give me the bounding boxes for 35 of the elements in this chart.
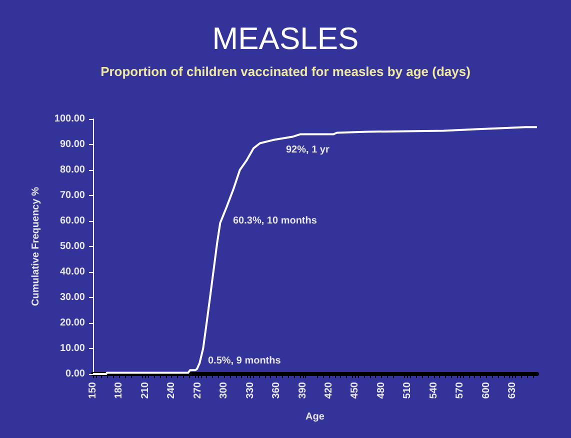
- x-tick-label: 510: [402, 382, 414, 399]
- x-tick-label: 630: [507, 382, 518, 399]
- x-tick-label: 210: [140, 382, 151, 399]
- y-tick-label: 100.00: [54, 114, 86, 124]
- y-tick-label: 20.00: [60, 318, 86, 328]
- y-tick-label: 0.00: [66, 368, 86, 380]
- annotation: 60.3%, 10 months: [233, 216, 318, 226]
- annotation: 92%, 1 yr: [286, 144, 330, 156]
- x-tick-label: 180: [114, 382, 125, 399]
- annotation: 0.5%, 9 months: [208, 356, 282, 366]
- x-tick-label: 480: [376, 382, 387, 399]
- y-tick-label: 60.00: [60, 216, 86, 226]
- y-tick-label: 70.00: [60, 190, 86, 201]
- y-tick-label: 10.00: [60, 343, 86, 354]
- x-tick-label: 330: [244, 382, 256, 399]
- x-tick-label: 390: [297, 382, 308, 399]
- x-axis-title: Age: [306, 412, 325, 422]
- x-tick-label: 240: [166, 382, 178, 399]
- x-tick-label: 570: [454, 382, 466, 399]
- x-tick-label: 420: [323, 382, 334, 399]
- y-tick-label: 80.00: [60, 164, 86, 176]
- y-tick-label: 30.00: [60, 292, 86, 303]
- y-tick-label: 40.00: [60, 266, 86, 278]
- x-tick-label: 300: [218, 382, 230, 399]
- x-tick-label: 450: [350, 382, 361, 399]
- y-axis-title: Cumulative Frequency %: [30, 186, 42, 306]
- x-tick-label: 540: [428, 382, 440, 399]
- x-tick-label: 270: [192, 382, 204, 399]
- x-tick-label: 150: [88, 382, 98, 399]
- chart-title: MEASLES: [212, 21, 359, 56]
- x-tick-label: 600: [480, 382, 492, 399]
- y-tick-label: 90.00: [60, 139, 86, 150]
- x-tick-label: 360: [271, 382, 282, 399]
- chart-subtitle: Proportion of children vaccinated for measles by age (days): [100, 64, 470, 79]
- y-tick-label: 50.00: [60, 241, 86, 252]
